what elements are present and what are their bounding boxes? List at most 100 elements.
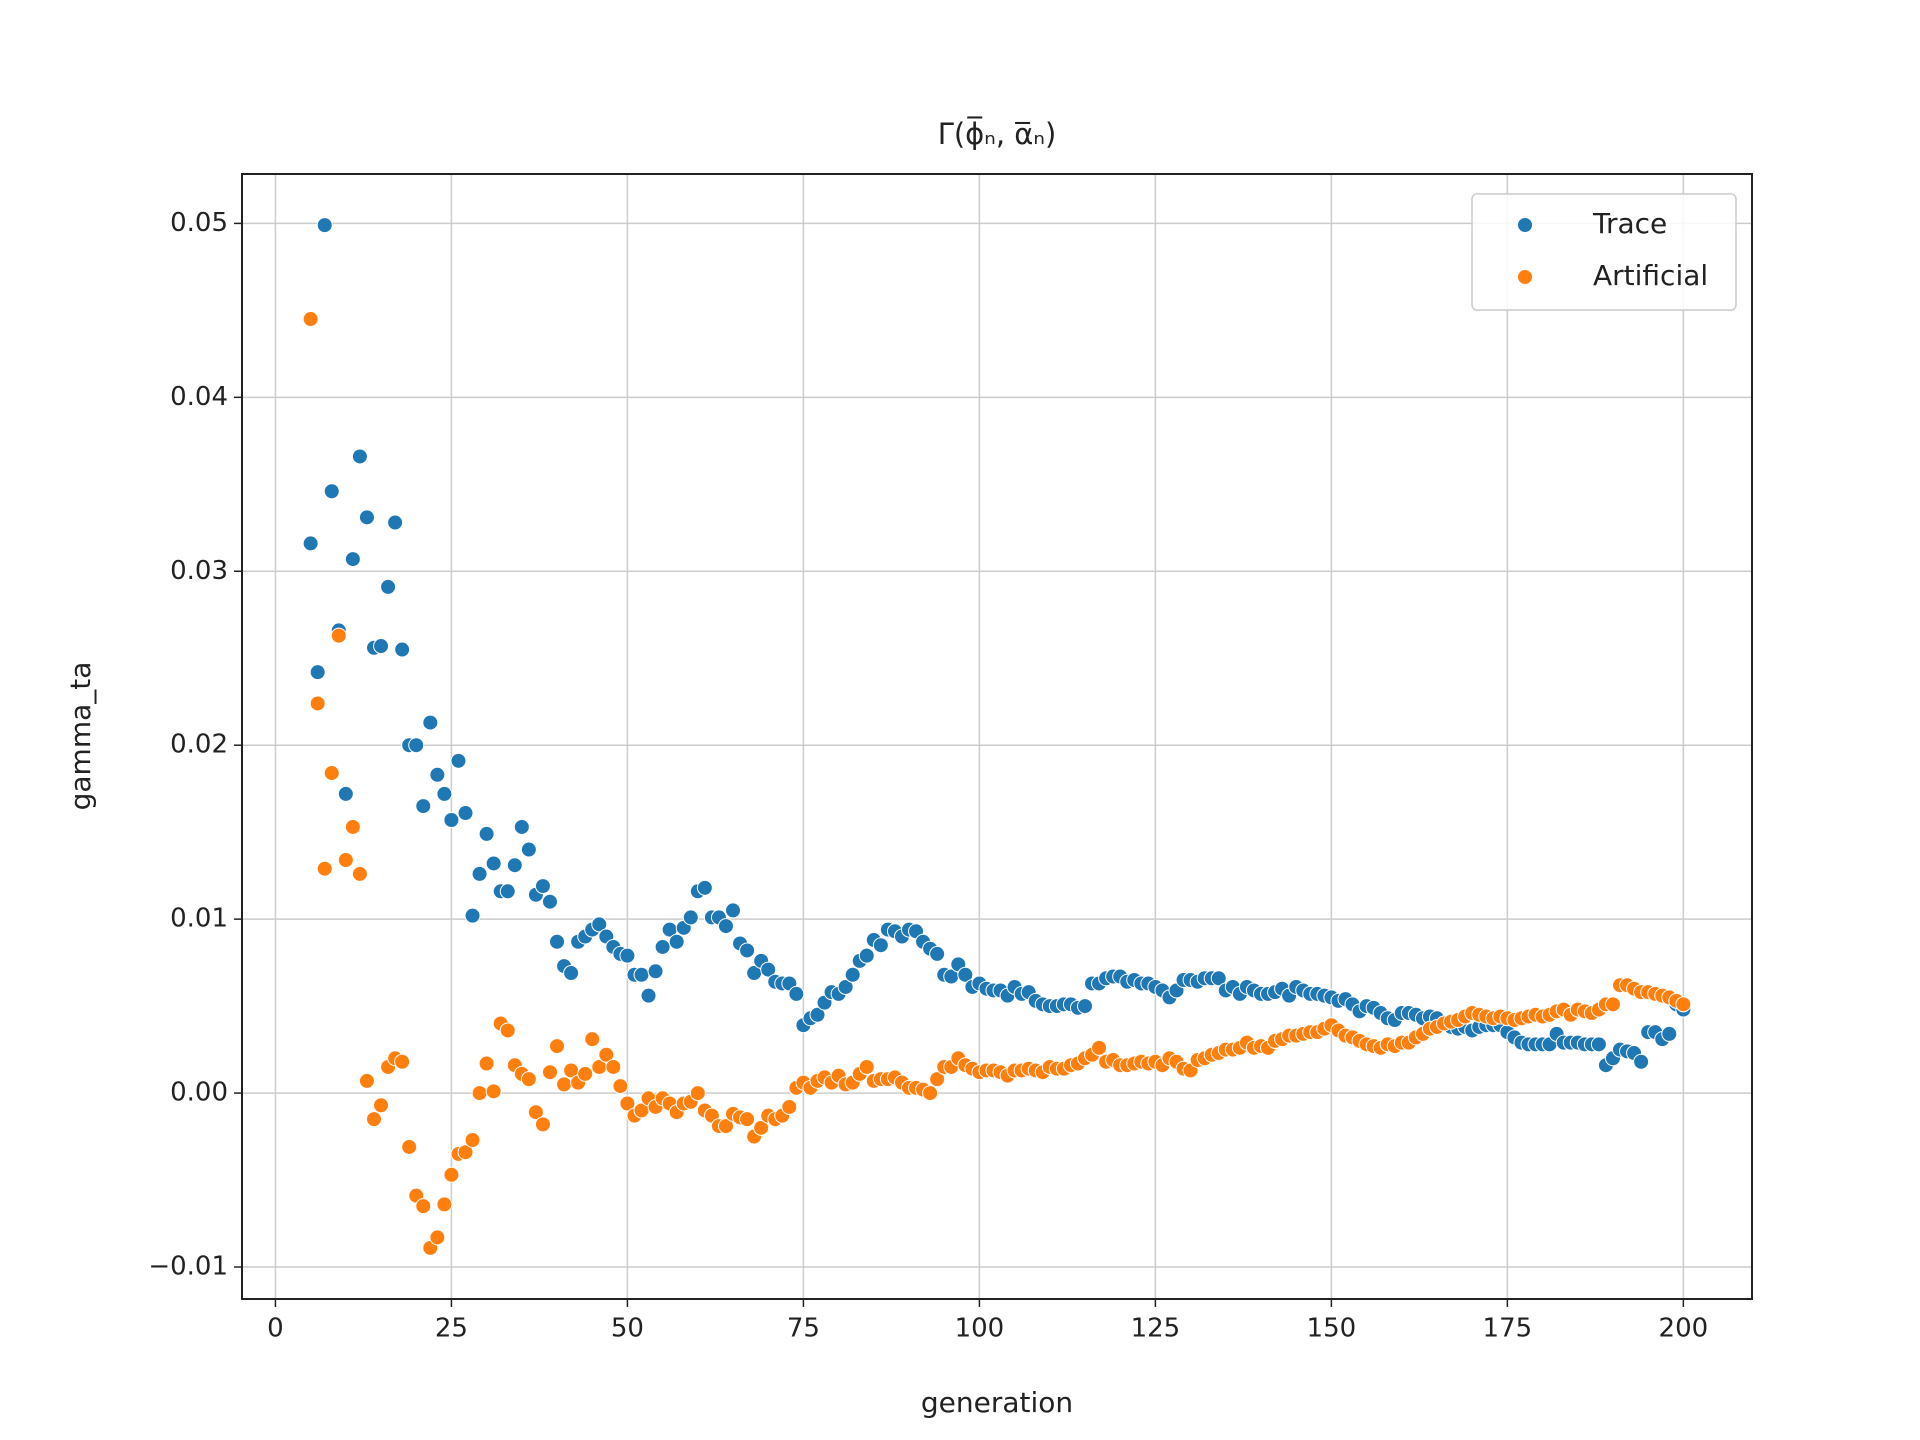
point [760,961,777,978]
point [471,1085,488,1102]
point [513,818,530,835]
point [1590,1036,1607,1053]
point [534,1116,551,1133]
point [429,766,446,783]
point [394,641,411,658]
point [717,918,734,935]
point [696,879,713,896]
point [394,1053,411,1070]
point [429,1229,446,1246]
x-tick-label: 50 [611,1314,644,1344]
x-tick-label: 100 [955,1314,1005,1344]
point [365,1111,382,1128]
point [471,865,488,882]
point [957,966,974,983]
point [323,765,340,782]
legend-box [1471,193,1737,311]
point [373,1097,390,1114]
point [302,311,319,328]
x-tick-label: 0 [267,1314,284,1344]
point [415,1198,432,1215]
y-tick-label: 0.00 [170,1078,228,1108]
point [605,1058,622,1075]
point [478,1055,495,1072]
point [781,1098,798,1115]
x-tick-label: 200 [1659,1314,1709,1344]
point [380,578,397,595]
point [1661,1025,1678,1042]
point [647,963,664,980]
point [323,483,340,500]
point [316,217,333,234]
point [584,1031,601,1048]
point [619,1095,636,1112]
point [1076,998,1093,1015]
point [717,1118,734,1135]
point [753,1119,770,1136]
point [499,1022,516,1039]
point [556,1076,573,1093]
x-axis-label: generation [921,1386,1073,1419]
point [858,947,875,964]
point [457,805,474,822]
point [464,1132,481,1149]
legend-marker [1517,217,1533,233]
point [387,514,404,531]
point [457,1144,474,1161]
x-tick-label: 150 [1307,1314,1357,1344]
point [309,664,326,681]
point [844,966,861,983]
point [739,1111,756,1128]
point [520,841,537,858]
point [1210,970,1227,987]
y-tick-label: 0.02 [170,730,228,760]
point [373,638,390,655]
x-tick-label: 75 [787,1314,820,1344]
point [415,798,432,815]
x-tick-label: 175 [1483,1314,1533,1344]
point [541,893,558,910]
y-tick-label: 0.01 [170,904,228,934]
legend-label: Trace [1592,207,1667,240]
x-tick-label: 25 [435,1314,468,1344]
y-tick-label: 0.03 [170,556,228,586]
point [929,1071,946,1088]
point [858,1058,875,1075]
point [872,937,889,954]
legend-marker [1517,269,1533,285]
legend-label: Artificial [1593,259,1708,292]
point [654,938,671,955]
y-tick-label: −0.01 [148,1251,228,1281]
point [563,965,580,982]
point [309,695,326,712]
point [1633,1053,1650,1070]
x-tick-label: 125 [1131,1314,1181,1344]
point [443,1166,460,1183]
point [682,909,699,926]
point [837,978,854,995]
point [302,535,319,552]
point [351,865,368,882]
y-tick-label: 0.05 [170,208,228,238]
point [506,857,523,874]
point [499,883,516,900]
point [633,966,650,983]
point [344,818,361,835]
point [929,945,946,962]
point [809,1006,826,1023]
point [612,1078,629,1095]
point [337,785,354,802]
plot-frame [241,173,1753,1300]
point [443,811,460,828]
y-tick-label: 0.04 [170,382,228,412]
point [351,448,368,465]
point [591,916,608,933]
point [541,1064,558,1081]
point [1604,996,1621,1013]
point [520,1071,537,1088]
point [534,878,551,895]
point [436,1196,453,1213]
point [549,1038,566,1055]
point [668,933,685,950]
